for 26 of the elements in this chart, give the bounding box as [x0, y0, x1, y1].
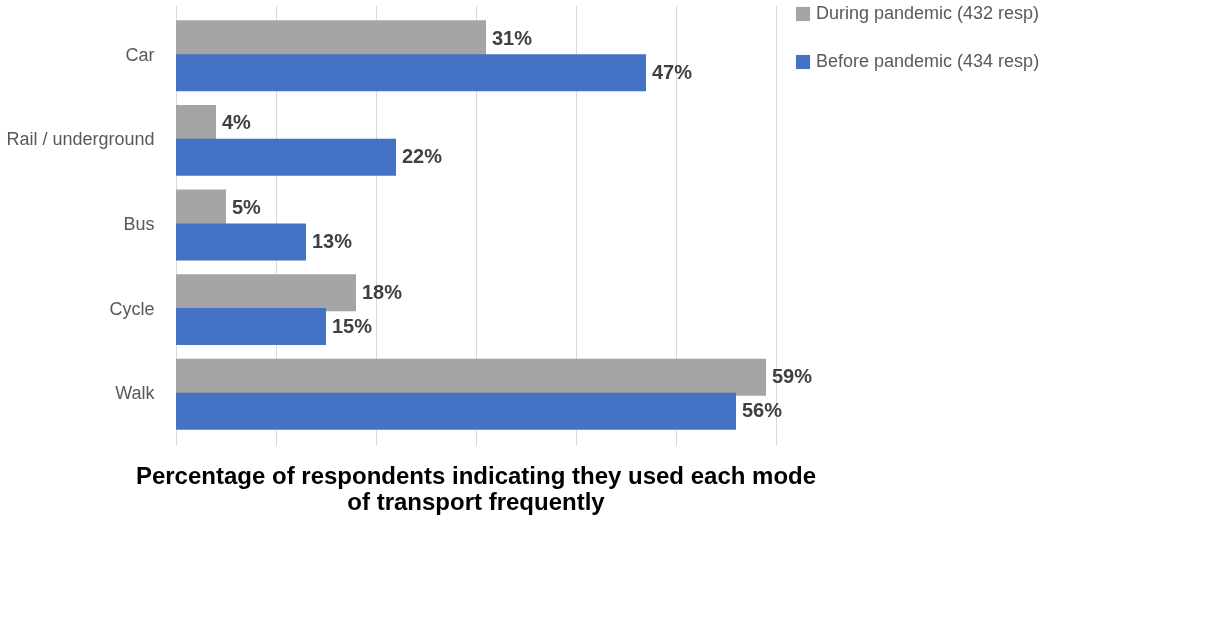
y-tick-label: Bus	[123, 214, 155, 234]
bar	[176, 104, 216, 142]
data-label: 56%	[742, 399, 783, 422]
bar	[176, 54, 646, 92]
y-tick-label: Cycle	[109, 298, 155, 319]
bar	[176, 274, 356, 312]
data-label: 13%	[312, 229, 353, 252]
data-label: 59%	[772, 365, 813, 388]
data-label: 15%	[332, 314, 373, 337]
legend-label: During pandemic (432 resp)	[816, 3, 1040, 23]
y-tick-label: Walk	[115, 383, 156, 404]
bar	[176, 223, 306, 261]
data-label: 22%	[402, 145, 443, 168]
bar	[176, 138, 396, 176]
bar	[176, 308, 326, 346]
y-tick-label: Rail / underground	[6, 129, 155, 150]
y-tick-label: Car	[125, 44, 155, 65]
data-label: 47%	[652, 60, 693, 83]
bar	[176, 392, 736, 430]
data-label: 18%	[362, 280, 403, 303]
data-label: 4%	[222, 111, 252, 134]
text: Percentage of respondents indicating they used each mode of transport frequently	[135, 462, 817, 515]
legend-label: Before pandemic (434 resp)	[816, 51, 1040, 71]
bar	[176, 358, 766, 396]
data-label: 31%	[492, 26, 533, 49]
data-label: 5%	[232, 196, 262, 219]
